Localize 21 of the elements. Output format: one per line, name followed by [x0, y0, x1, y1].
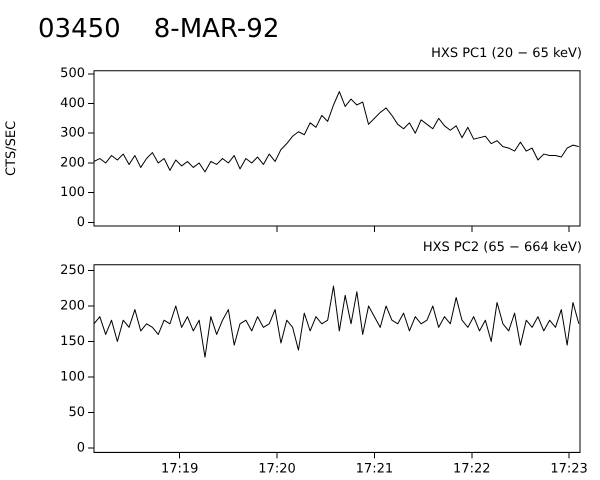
y-tick-label: 100: [60, 369, 85, 384]
x-tick-label: 17:22: [453, 462, 490, 477]
x-tick-label: 17:20: [258, 462, 296, 477]
x-tick-label: 17:19: [160, 462, 198, 477]
y-tick-label: 150: [60, 334, 85, 349]
chart-title: 03450 8-MAR-92: [38, 14, 280, 44]
y-tick-label: 100: [60, 185, 85, 200]
y-tick-label: 0: [76, 214, 85, 230]
y-tick-label: 400: [60, 96, 85, 111]
x-tick-label: 17:23: [550, 462, 588, 477]
y-tick-label: 0: [76, 440, 85, 456]
chart-subtitle: HXS PC2 (65 − 664 keV): [422, 240, 582, 255]
chart-subtitle: HXS PC1 (20 − 65 keV): [431, 46, 582, 61]
y-tick-label: 250: [60, 262, 85, 278]
y-tick-label: 200: [60, 155, 85, 170]
y-tick-label: 500: [60, 66, 85, 82]
x-tick-label: 17:21: [356, 462, 394, 477]
y-axis-title: CTS/SEC: [4, 120, 20, 176]
y-tick-label: 50: [68, 404, 85, 420]
y-tick-label: 300: [60, 126, 85, 141]
y-tick-label: 200: [60, 298, 85, 314]
